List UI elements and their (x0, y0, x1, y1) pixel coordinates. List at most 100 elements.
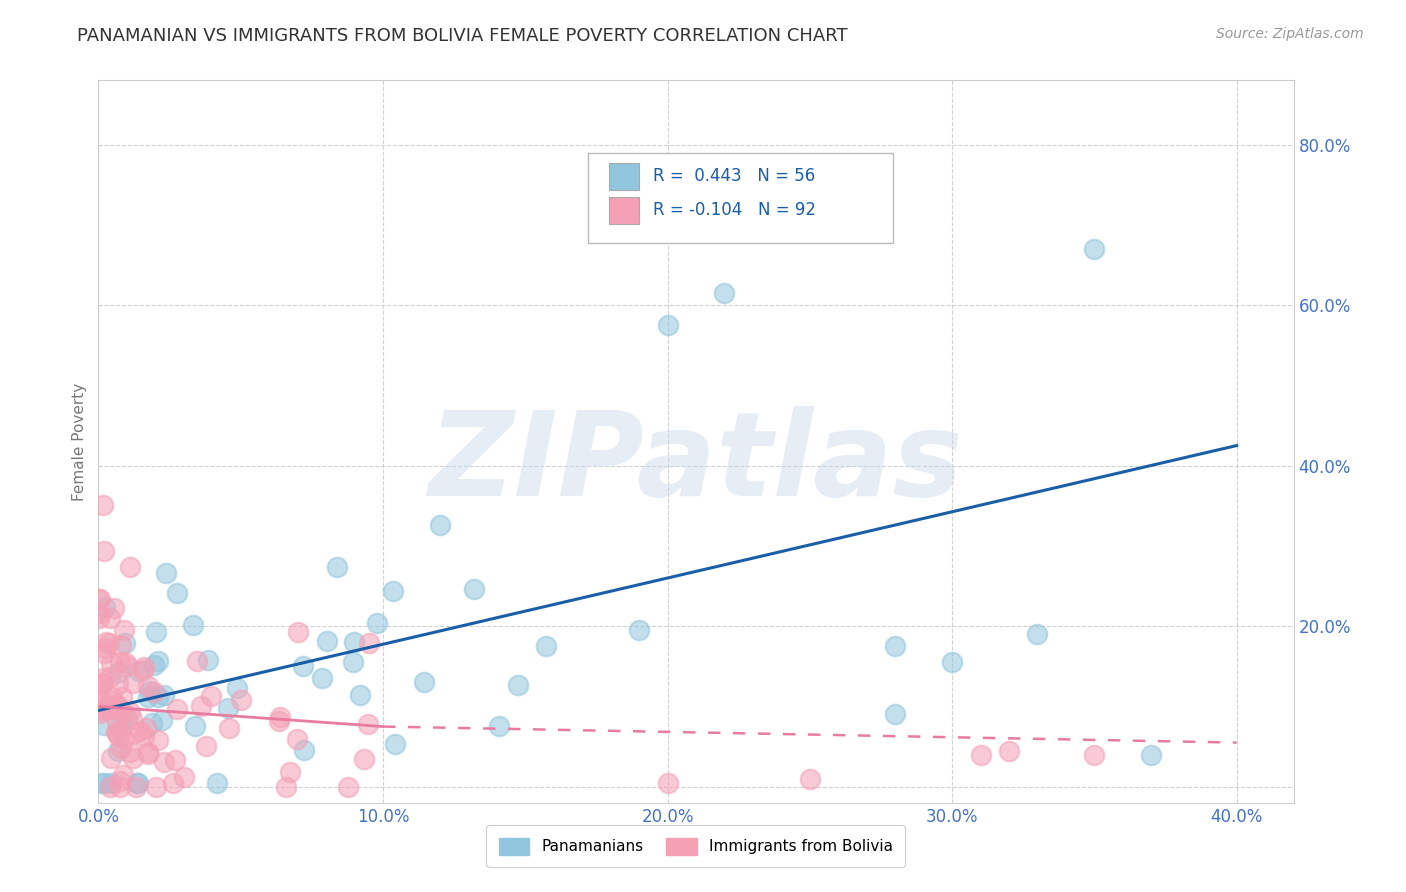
Point (108, 705, 131, 719)
Point (93, 498, 115, 512)
Point (166, 702, 188, 716)
Point (143, 685, 166, 699)
Point (104, 725, 127, 739)
Point (381, 584, 404, 599)
Point (114, 636, 136, 650)
Point (89, 693, 111, 707)
Point (96, 634, 118, 648)
FancyBboxPatch shape (609, 162, 638, 190)
Point (145, 625, 167, 640)
Point (184, 718, 207, 732)
Point (87, 611, 110, 625)
Point (384, 737, 406, 751)
Point (150, 713, 173, 727)
Point (134, 660, 156, 674)
Point (141, 716, 163, 731)
Point (292, 658, 315, 673)
Point (226, 681, 249, 696)
Point (108, 730, 131, 744)
Point (463, 582, 485, 596)
Point (135, 722, 157, 736)
Point (311, 671, 333, 685)
Point (357, 716, 380, 731)
Point (94, 640, 117, 655)
Point (628, 623, 651, 637)
Point (884, 707, 907, 722)
Text: R =  0.443   N = 56: R = 0.443 N = 56 (652, 168, 815, 186)
Point (200, 689, 222, 703)
Point (657, 318, 679, 333)
Point (136, 690, 159, 704)
Point (96, 702, 118, 716)
Point (91, 676, 114, 690)
Point (285, 732, 308, 747)
Point (194, 739, 217, 753)
Point (101, 701, 124, 715)
Point (136, 679, 159, 693)
Point (884, 639, 907, 653)
Point (353, 752, 375, 766)
Point (145, 780, 167, 794)
Point (429, 517, 451, 532)
Point (108, 665, 131, 680)
Point (93, 646, 115, 660)
Point (108, 780, 131, 794)
Point (269, 710, 291, 724)
Point (941, 655, 963, 669)
Point (120, 745, 142, 759)
Point (101, 690, 124, 705)
Point (998, 744, 1021, 758)
Point (89, 692, 111, 706)
Point (105, 698, 128, 713)
Point (111, 768, 134, 782)
Point (1083, 747, 1105, 762)
Point (316, 633, 339, 648)
Point (89, 676, 111, 690)
Point (124, 726, 146, 740)
Point (121, 712, 143, 726)
Point (100, 751, 122, 765)
Point (125, 780, 148, 794)
Text: ZIPatlas: ZIPatlas (429, 406, 963, 521)
Point (165, 753, 187, 767)
Point (117, 711, 139, 725)
Point (162, 776, 184, 790)
Point (534, 639, 557, 653)
Point (118, 705, 141, 719)
Point (186, 654, 208, 668)
Point (100, 776, 122, 790)
Point (269, 714, 291, 728)
Point (107, 677, 129, 691)
Point (112, 706, 135, 720)
Point (122, 676, 145, 690)
Text: Source: ZipAtlas.com: Source: ZipAtlas.com (1216, 27, 1364, 41)
Point (110, 722, 132, 736)
Point (97, 636, 120, 650)
Text: PANAMANIAN VS IMMIGRANTS FROM BOLIVIA FEMALE POVERTY CORRELATION CHART: PANAMANIAN VS IMMIGRANTS FROM BOLIVIA FE… (77, 27, 848, 45)
Y-axis label: Female Poverty: Female Poverty (72, 383, 87, 500)
Point (1140, 747, 1163, 762)
Point (89, 591, 111, 606)
Point (205, 776, 228, 790)
Point (89, 706, 111, 720)
Point (98, 670, 121, 684)
Point (93, 544, 115, 558)
Point (112, 731, 135, 746)
Point (292, 743, 315, 757)
Point (105, 698, 128, 712)
Point (287, 625, 309, 640)
Point (117, 658, 139, 673)
Point (166, 586, 188, 600)
Point (114, 623, 136, 637)
Point (87, 591, 110, 606)
Point (488, 719, 510, 733)
Point (357, 636, 380, 650)
Point (107, 744, 129, 758)
Point (91, 703, 114, 717)
Point (173, 770, 195, 784)
Point (218, 721, 240, 735)
Point (110, 690, 132, 705)
Point (274, 780, 297, 794)
Point (342, 655, 364, 669)
Point (657, 776, 679, 790)
